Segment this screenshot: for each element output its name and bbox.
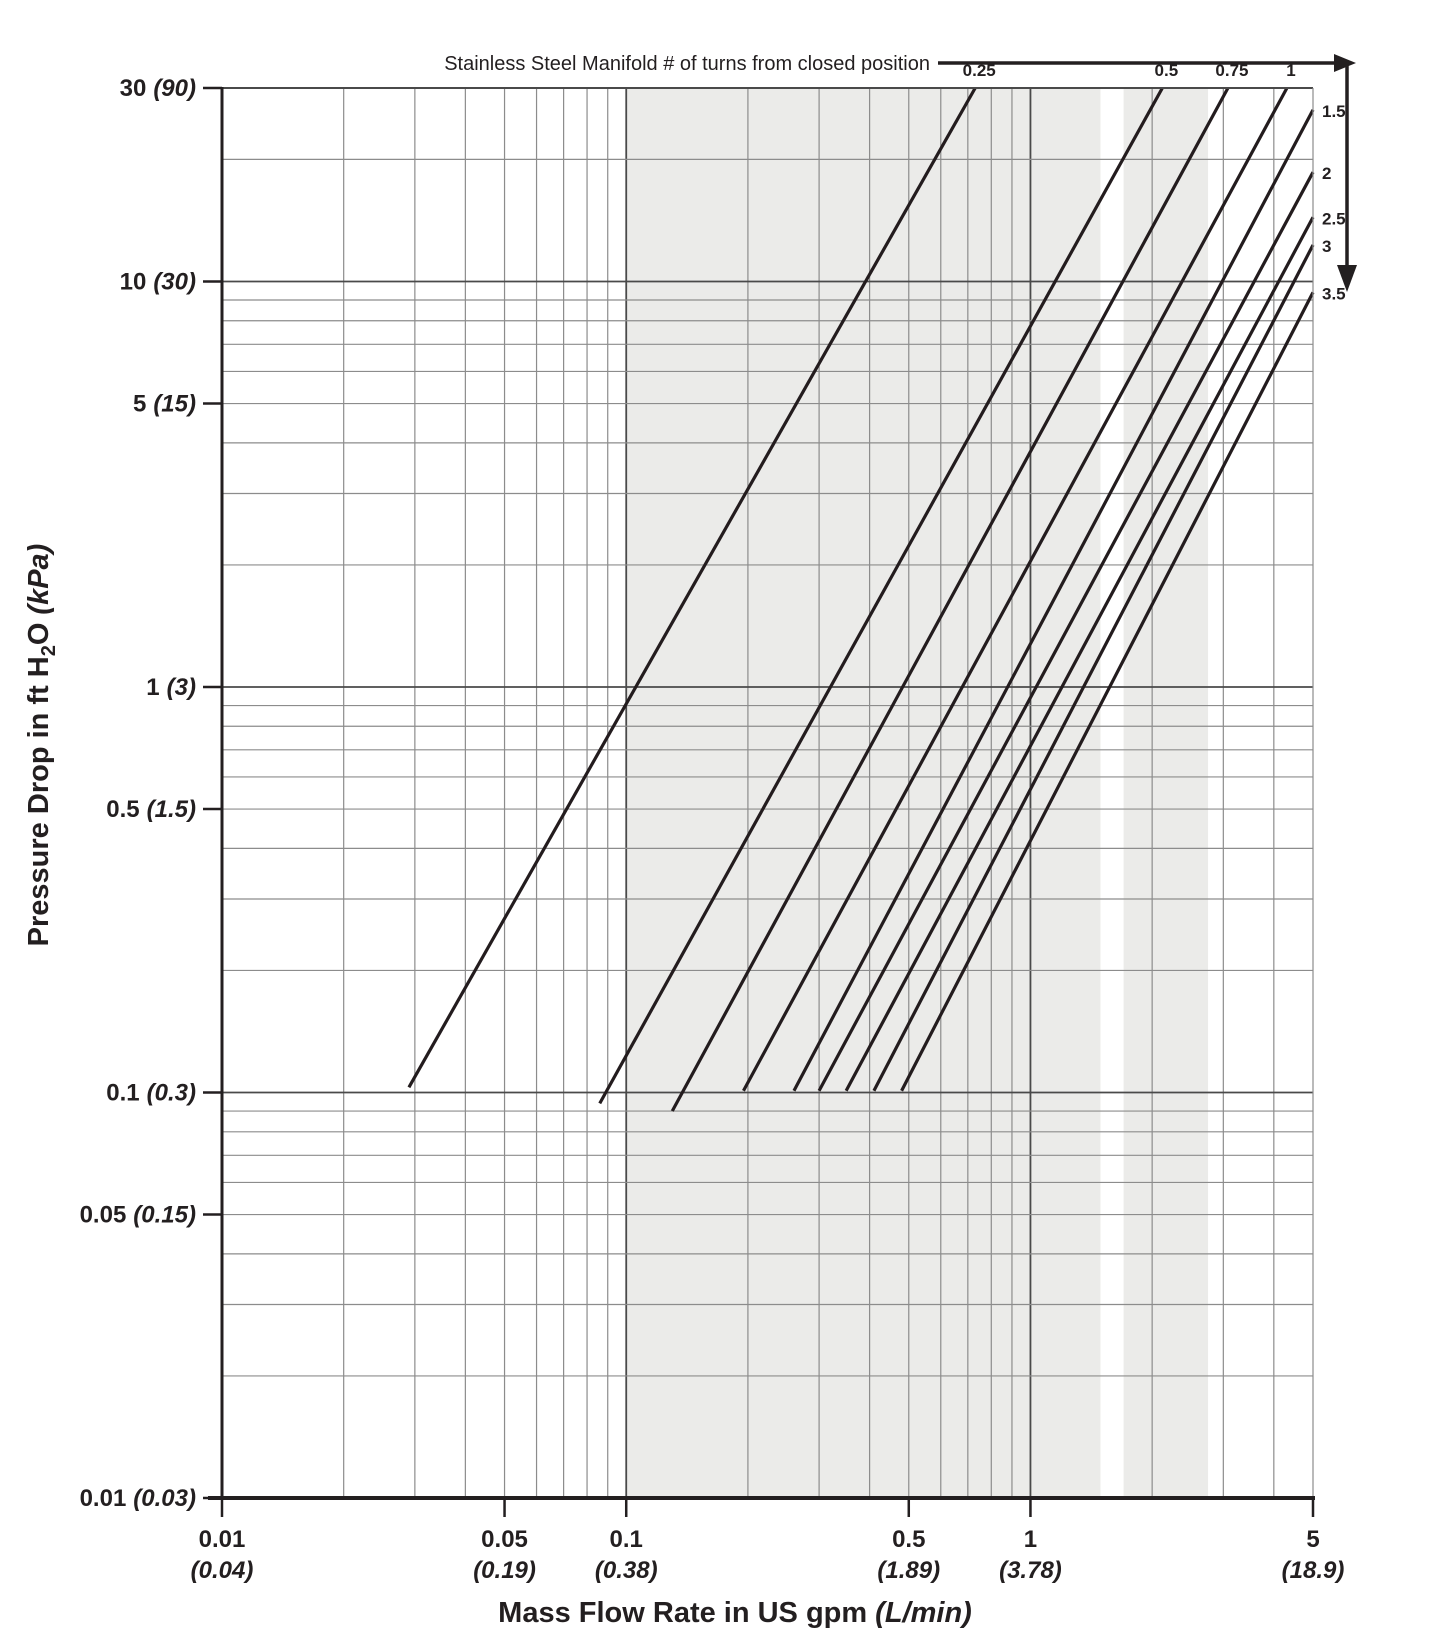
grid-lines [222, 88, 1313, 1498]
y-tick-label: 0.1 (0.3) [106, 1079, 196, 1106]
shaded-bands [626, 88, 1209, 1498]
y-tick-labels: 30 (90) 10 (30) 5 (15) 1 (3) 0.5 (1.5) 0.1 (0.3) 0.0… [80, 75, 196, 1512]
curve-3.5-turns [900, 291, 1315, 1092]
curve-2-turns [817, 171, 1315, 1092]
x-tick-label: 1 (3.78) [999, 1526, 1062, 1584]
axis-spines [208, 87, 1315, 1500]
curve-0.75-turns [670, 87, 1230, 1112]
curve-0.5-turns [598, 87, 1164, 1105]
curve-3-turns [872, 244, 1315, 1092]
y-tick-label: 30 (90) [120, 75, 196, 102]
curve-1-turns [742, 87, 1289, 1092]
y-tick-label: 0.5 (1.5) [106, 796, 196, 823]
curve-label-2-turns: 2 [1322, 164, 1331, 183]
valve-turn-curves [407, 87, 1315, 1112]
y-tick-label: 0.05 (0.15) [80, 1202, 196, 1229]
x-tick-label: 0.05 (0.19) [473, 1526, 536, 1584]
curve-labels: 0.25 0.5 0.75 1 1.5 2 2.5 3 3.5 [963, 61, 1346, 303]
x-tick-labels: 0.01 (0.04) 0.05 (0.19) 0.1 (0.38) 0.5 (1.89) 1(… [191, 1526, 1345, 1584]
curve-label-0.25-turns: 0.25 [963, 61, 996, 80]
x-tick-label: 5 (18.9) [1282, 1526, 1345, 1584]
arrow-down-head-icon [1337, 265, 1357, 292]
curve-2.5-turns [844, 216, 1315, 1092]
top-annotation: Stainless Steel Manifold # of turns from… [444, 53, 930, 75]
y-tick-label: 1 (3) [146, 674, 196, 701]
x-tick-label: 0.5 (1.89) [877, 1526, 940, 1584]
shaded-band [1123, 88, 1209, 1498]
curve-label-3.5-turns: 3.5 [1322, 284, 1346, 303]
axis-tick-marks [203, 86, 1315, 1517]
y-tick-label: 5 (15) [133, 391, 196, 418]
x-tick-label: 0.01 (0.04) [191, 1526, 254, 1584]
x-tick-label: 0.1 (0.38) [595, 1526, 658, 1584]
y-tick-label: 10 (30) [120, 268, 196, 295]
turns-direction-arrow [938, 54, 1357, 292]
y-axis-title: Pressure Drop in ft H2O(kPa) [23, 544, 60, 947]
curve-0.25-turns [407, 87, 977, 1089]
curve-label-3-turns: 3 [1322, 237, 1331, 256]
shaded-band [626, 88, 1101, 1498]
x-axis-title: Mass Flow Rate in US gpm (L/min) [498, 1597, 972, 1629]
curve-label-0.75-turns: 0.75 [1215, 61, 1248, 80]
arrow-right-head-icon [1334, 54, 1356, 72]
y-tick-label: 0.01 (0.03) [80, 1485, 196, 1512]
curve-label-2.5-turns: 2.5 [1322, 209, 1346, 228]
curve-label-0.5-turns: 0.5 [1155, 61, 1179, 80]
curve-label-1-turns: 1 [1286, 61, 1295, 80]
curve-label-1.5-turns: 1.5 [1322, 102, 1346, 121]
curve-1.5-turns [792, 109, 1315, 1092]
